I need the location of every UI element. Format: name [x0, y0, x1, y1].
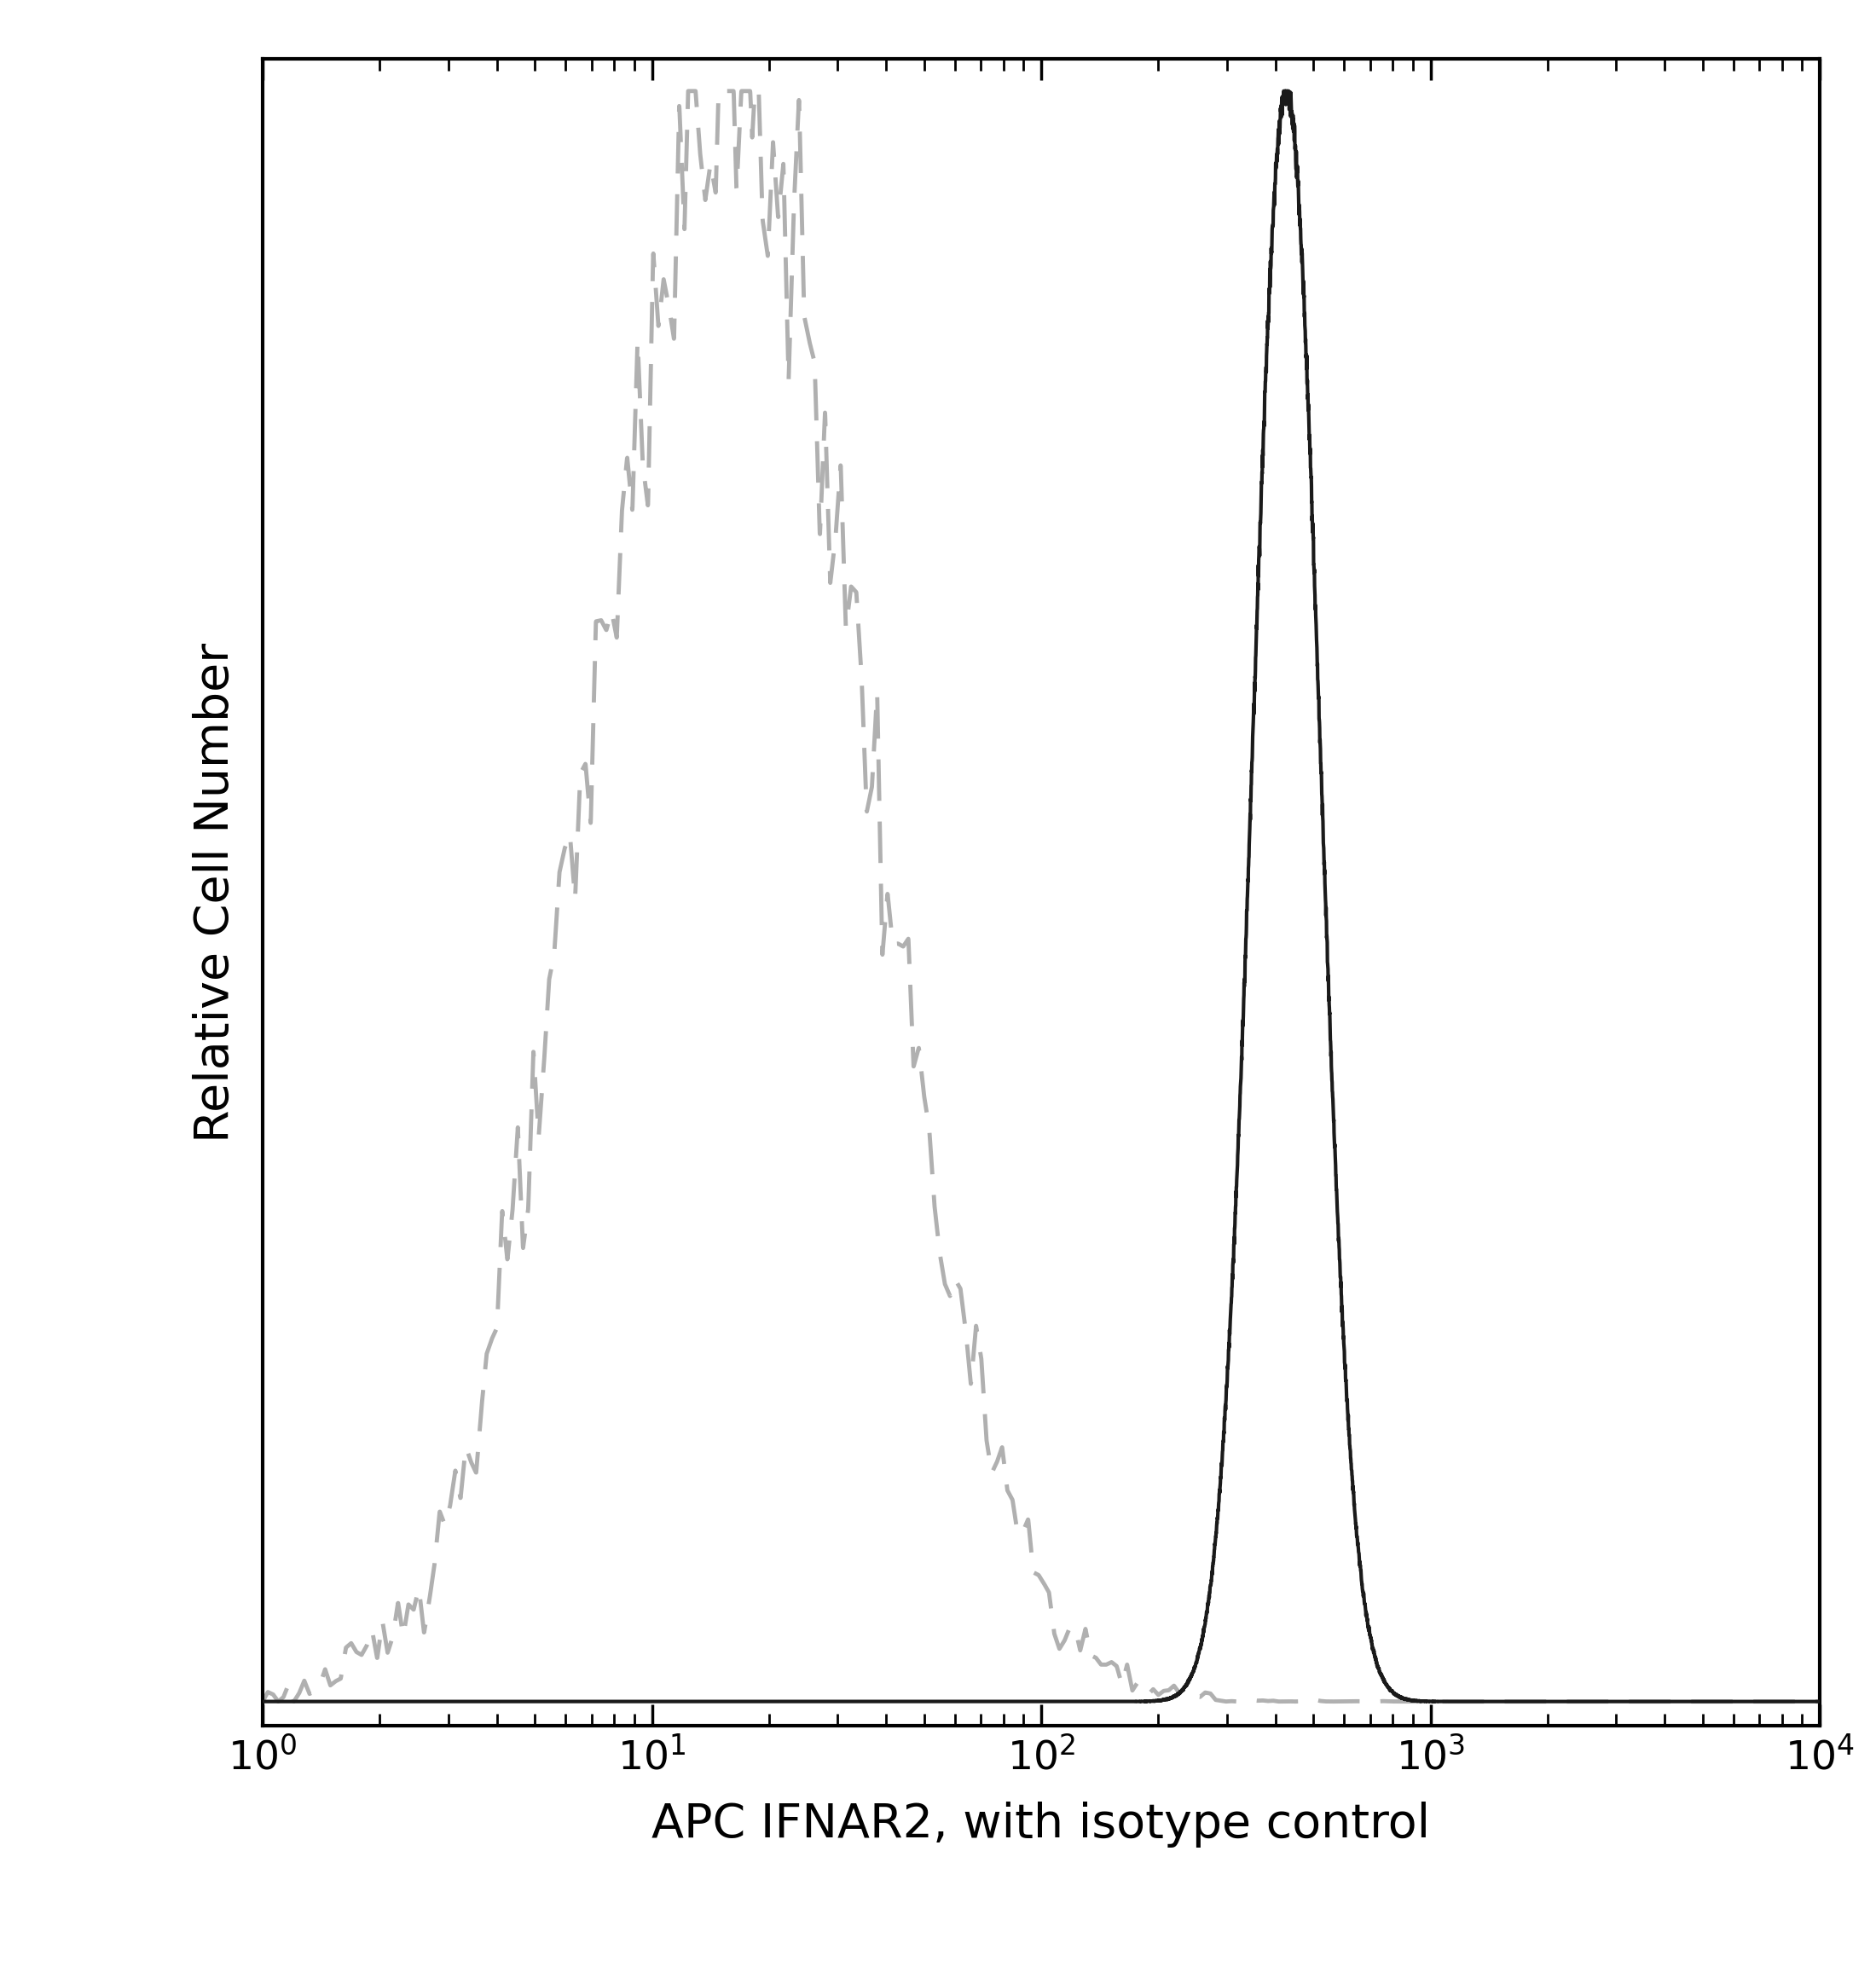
X-axis label: APC IFNAR2, with isotype control: APC IFNAR2, with isotype control — [651, 1802, 1431, 1847]
Y-axis label: Relative Cell Number: Relative Cell Number — [193, 643, 238, 1141]
